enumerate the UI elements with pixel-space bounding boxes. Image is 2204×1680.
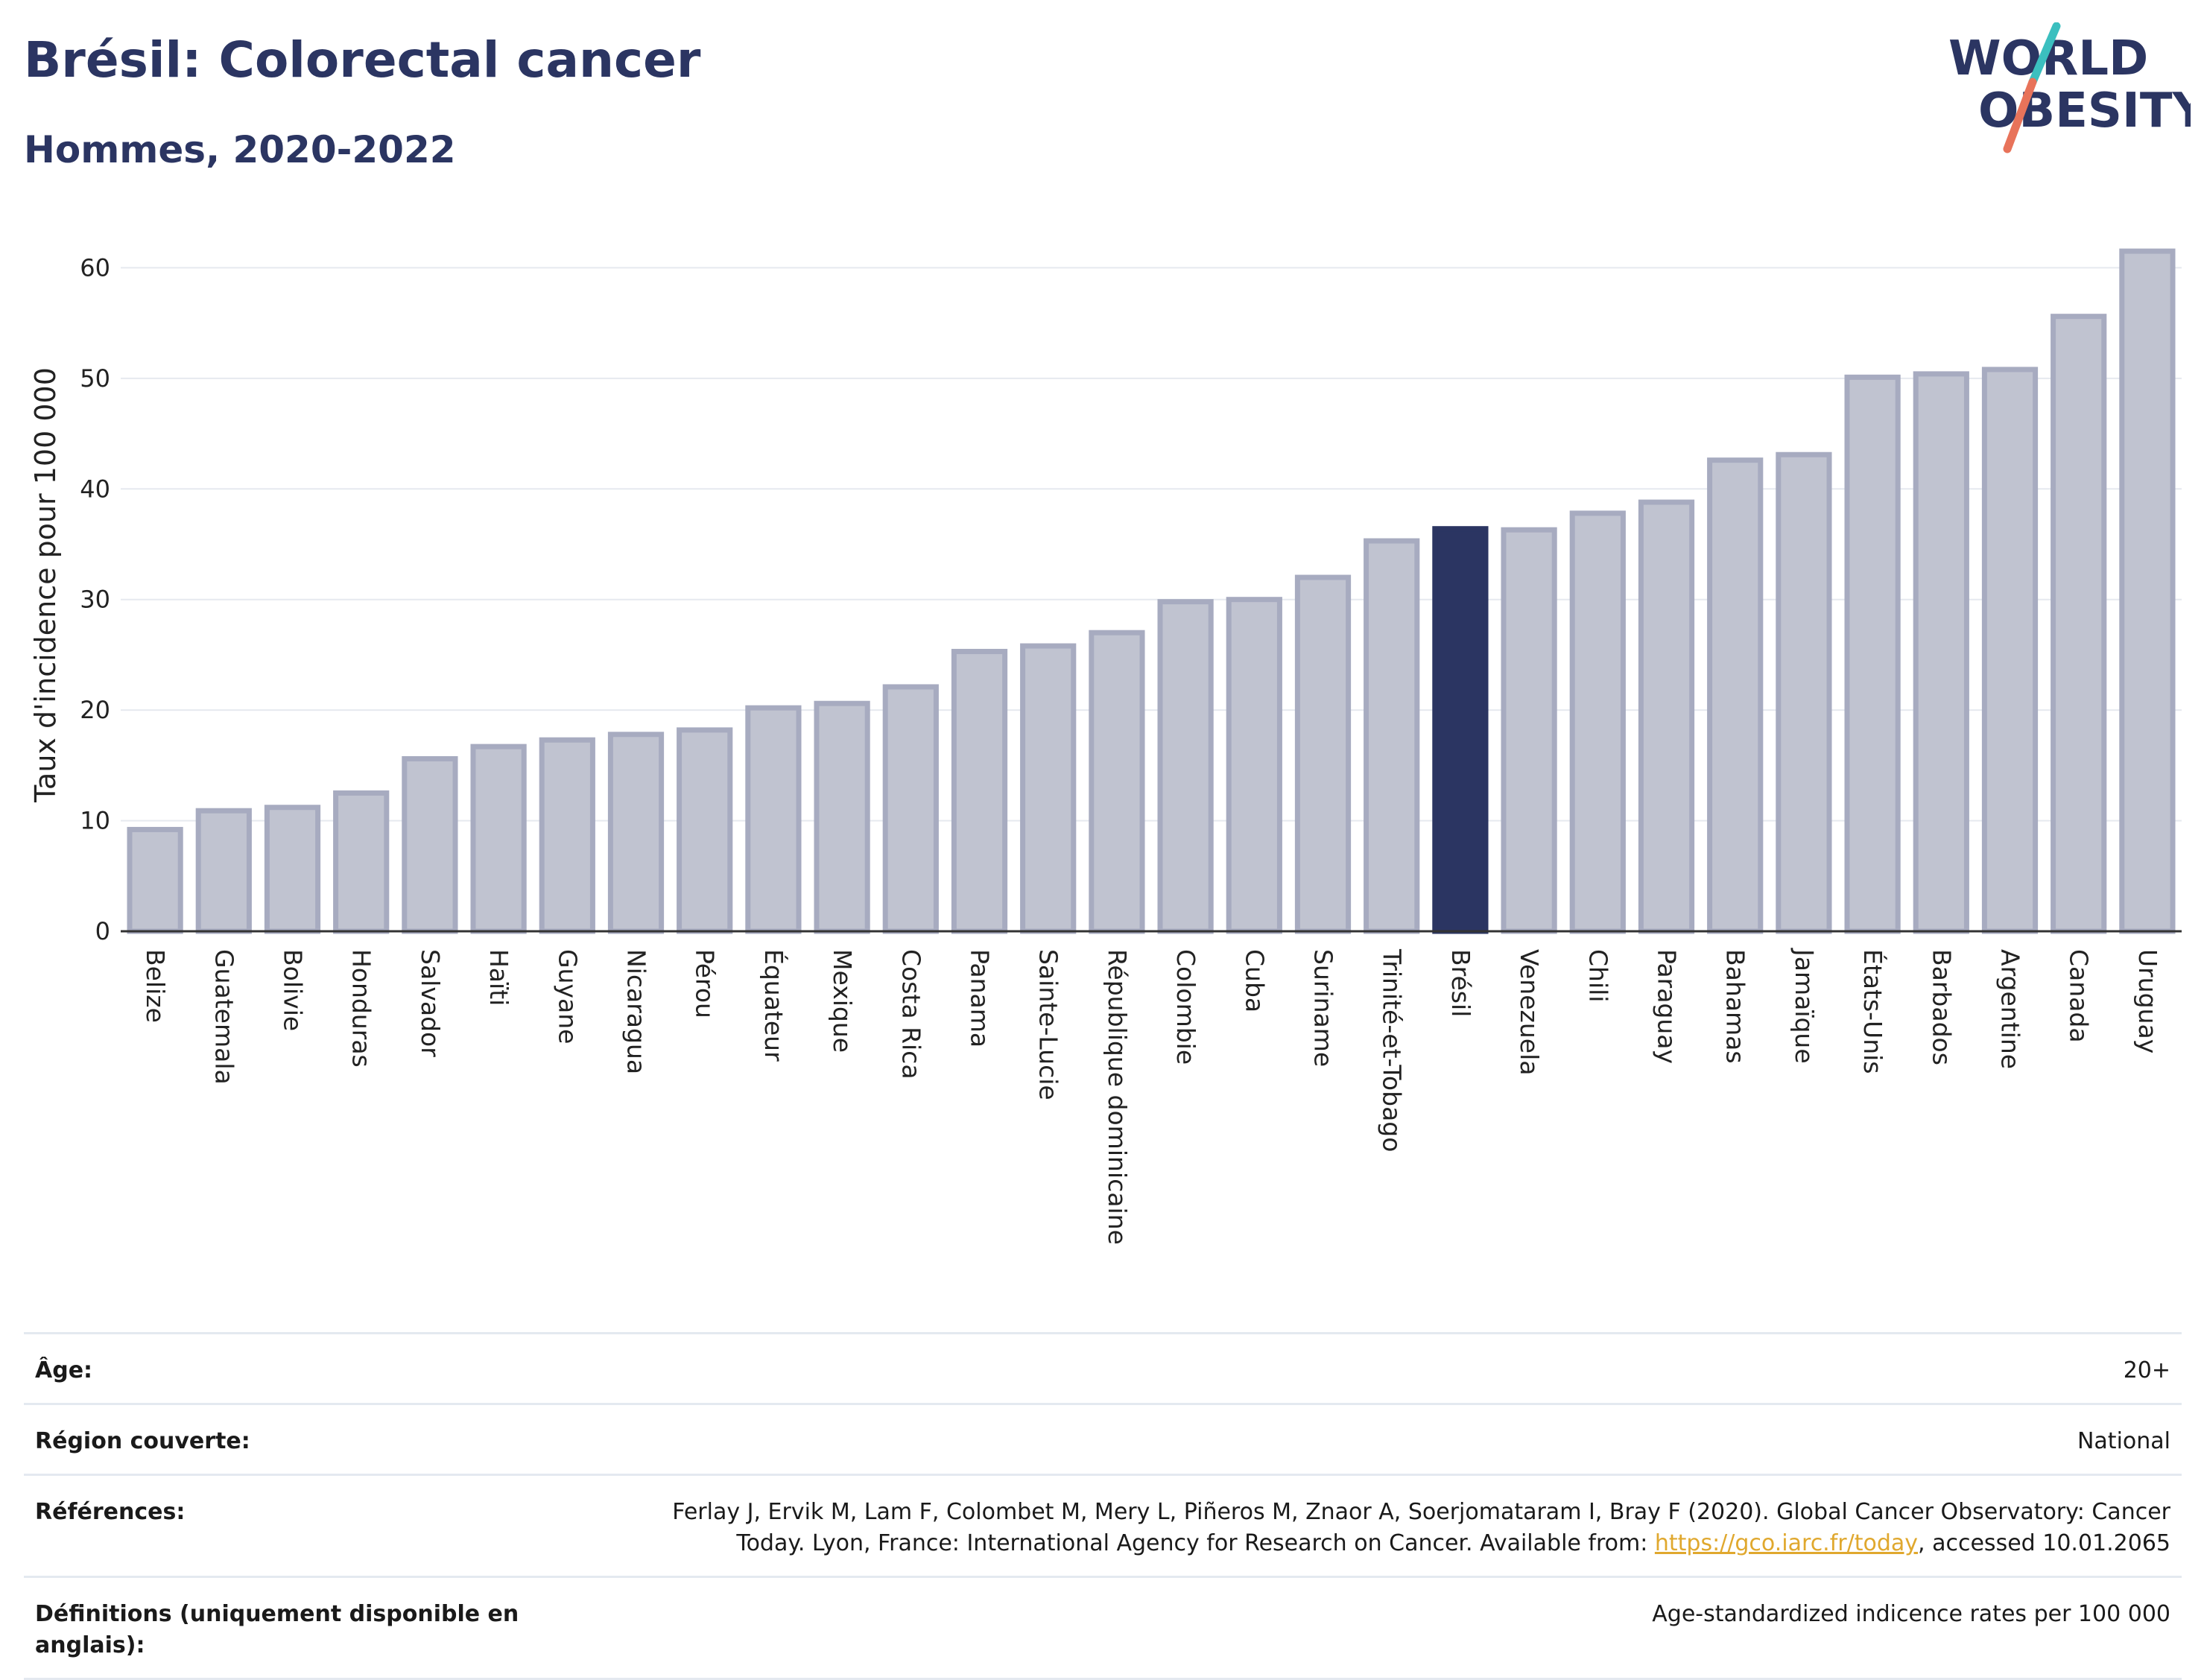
reference-accessed: , accessed 10.01.2065: [1918, 1530, 2170, 1556]
bar-chart: 0 10 20 30 40 50 60 Belize Guatemala Bolivie Hond…: [29, 248, 2182, 1245]
meta-row-references: Références: Ferlay J, Ervik M, Lam F, Co…: [24, 1474, 2182, 1576]
bar: [1157, 599, 1214, 934]
bar: [1089, 630, 1145, 934]
x-tick-label: Équateur: [759, 949, 789, 1062]
x-tick-label: Argentine: [1996, 949, 2025, 1069]
bar: [745, 705, 802, 934]
x-tick-label: Chili: [1583, 949, 1612, 1002]
bar: [264, 805, 321, 934]
x-tick-label: Nicaragua: [622, 949, 651, 1074]
y-axis-label: Taux d'incidence pour 100 000: [29, 367, 62, 803]
meta-key-definitions: Définitions (uniquement disponible en an…: [35, 1601, 519, 1658]
y-tick-label: 40: [80, 475, 110, 503]
x-tick-label: Salvador: [416, 949, 445, 1057]
bar-highlighted: [1432, 526, 1489, 934]
y-tick-label: 50: [80, 364, 110, 393]
bar: [1501, 527, 1557, 934]
bar: [1844, 374, 1901, 934]
bar: [1569, 510, 1626, 934]
x-tick-label: Barbados: [1927, 949, 1956, 1065]
bar: [1294, 574, 1352, 934]
meta-value-definitions: Age-standardized indicence rates per 100…: [1652, 1601, 2170, 1627]
bar: [127, 826, 183, 934]
x-tick-label: États-Unis: [1858, 949, 1888, 1074]
meta-row-age: Âge: 20+: [24, 1332, 2182, 1403]
x-tick-label: Bolivie: [279, 949, 308, 1031]
x-tick-label: Pérou: [691, 949, 720, 1018]
x-tick-label: Guatemala: [209, 949, 238, 1085]
bar: [333, 790, 390, 934]
bar: [607, 732, 665, 934]
bar: [1638, 499, 1695, 934]
x-tick-label: Suriname: [1309, 949, 1338, 1067]
x-tick-label: Colombie: [1171, 949, 1200, 1065]
meta-row-region: Région couverte: National: [24, 1403, 2182, 1474]
y-tick-label: 10: [80, 807, 110, 835]
meta-value-references: Ferlay J, Ervik M, Lam F, Colombet M, Me…: [606, 1497, 2170, 1559]
x-tick-label: Panama: [966, 949, 995, 1047]
bar: [814, 700, 870, 934]
y-tick-label: 30: [80, 586, 110, 614]
bar: [1776, 451, 1832, 934]
reference-link[interactable]: https://gco.iarc.fr/today: [1654, 1530, 1919, 1556]
chart-title: Brésil: Colorectal cancer: [24, 31, 701, 89]
reference-text: Ferlay J, Ervik M, Lam F, Colombet M, Me…: [672, 1499, 2170, 1556]
x-tick-label: Honduras: [347, 949, 376, 1068]
bar: [2119, 248, 2176, 934]
x-tick-label: Venezuela: [1515, 949, 1544, 1075]
meta-key-references: Références:: [35, 1499, 186, 1525]
bar: [951, 648, 1008, 934]
x-tick-label: Sainte-Lucie: [1034, 949, 1063, 1100]
y-tick-label: 0: [95, 917, 110, 945]
meta-value-region: National: [2077, 1428, 2170, 1454]
x-tick-label: Brésil: [1446, 949, 1475, 1017]
world-obesity-logo: WORLD OBESITY: [1948, 22, 2191, 153]
bar: [1364, 538, 1420, 934]
x-tick-label: Jamaïque: [1790, 948, 1819, 1064]
y-tick-label: 60: [80, 253, 110, 282]
x-tick-label: République dominicaine: [1103, 949, 1132, 1245]
x-tick-label: Costa Rica: [896, 949, 925, 1080]
bar: [882, 684, 939, 934]
meta-key-region: Région couverte:: [35, 1428, 250, 1454]
x-tick-label: Uruguay: [2133, 949, 2162, 1053]
chart-subtitle: Hommes, 2020-2022: [24, 128, 456, 171]
bar: [1981, 367, 2039, 934]
bars: [127, 248, 2176, 934]
x-tick-label: Mexique: [828, 949, 857, 1053]
bar: [470, 744, 527, 934]
y-axis-ticks: 0 10 20 30 40 50 60: [80, 253, 110, 945]
meta-value-age: 20+: [2123, 1357, 2170, 1383]
x-tick-label: Bahamas: [1721, 949, 1750, 1064]
x-tick-label: Guyane: [553, 949, 582, 1044]
x-tick-label: Haïti: [484, 949, 513, 1006]
bar: [1913, 371, 1969, 934]
x-tick-label: Belize: [141, 949, 170, 1023]
metadata-table: Âge: 20+ Région couverte: National Référ…: [24, 1332, 2182, 1680]
x-axis-labels: Belize Guatemala Bolivie Honduras Salvador Ha…: [141, 948, 2162, 1245]
bar: [195, 808, 252, 934]
bar: [1020, 643, 1077, 934]
meta-row-definitions: Définitions (uniquement disponible en an…: [24, 1576, 2182, 1680]
bar: [1226, 597, 1282, 934]
x-tick-label: Trinité-et-Tobago: [1378, 948, 1407, 1152]
bar: [402, 755, 458, 934]
logo-slash-teal: [2028, 22, 2061, 86]
x-tick-label: Paraguay: [1653, 949, 1682, 1064]
bar: [2051, 314, 2107, 934]
bar: [1707, 457, 1764, 934]
bar: [539, 737, 595, 934]
bar: [677, 727, 733, 934]
logo-slash-coral: [2003, 77, 2037, 153]
meta-key-age: Âge:: [35, 1357, 93, 1383]
y-tick-label: 20: [80, 696, 110, 724]
x-tick-label: Cuba: [1240, 949, 1269, 1012]
x-tick-label: Canada: [2065, 949, 2094, 1043]
